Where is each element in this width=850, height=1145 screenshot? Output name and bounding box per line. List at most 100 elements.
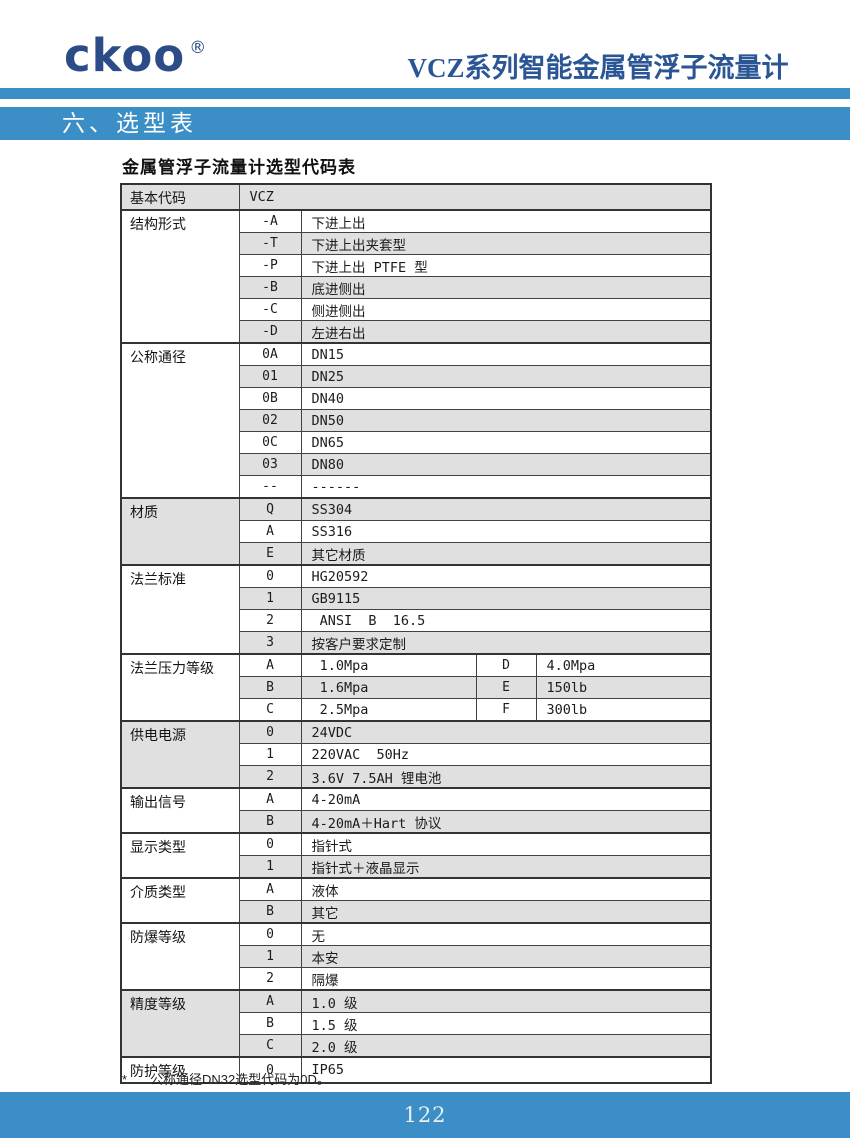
table-row: -B 底进侧出 (121, 276, 712, 299)
category-cell: 防爆等级 (120, 922, 240, 991)
category-cell: 基本代码 (120, 183, 240, 211)
category-cell: 精度等级 (120, 989, 240, 1058)
code-cell: C (238, 698, 302, 722)
value-cell: 侧进侧出 (300, 298, 712, 321)
code-cell: 1 (238, 945, 302, 968)
value-cell: 左进右出 (300, 320, 712, 344)
page-number: 122 (403, 1103, 447, 1127)
table-row: 介质类型 A 液体 (120, 877, 712, 924)
category-cell: 法兰压力等级 (120, 653, 240, 722)
code-cell: A (238, 989, 302, 1013)
code-cell: 1 (238, 587, 302, 610)
table-caption: 金属管浮子流量计选型代码表 (122, 158, 356, 177)
table-row: 02 DN50 (121, 409, 712, 432)
value-cell: SS316 (300, 520, 712, 543)
code-cell: -B (238, 276, 302, 299)
value-cell: DN15 (300, 342, 712, 366)
table-row: 01 DN25 (121, 365, 712, 388)
table-row: 输出信号 A 4-20mA (120, 787, 712, 834)
value-cell: 下进上出 PTFE 型 (300, 254, 712, 277)
table-row: -- ------ (121, 475, 712, 499)
code-cell: 0 (238, 922, 302, 946)
table-row: E 其它材质 (121, 542, 712, 566)
table-row: 1 指针式＋液晶显示 (121, 855, 712, 879)
value-cell: 300lb (535, 698, 712, 722)
code-cell: -P (238, 254, 302, 277)
category-cell: 材质 (120, 497, 240, 566)
code-cell: C (238, 1034, 302, 1058)
table-row: 供电电源 0 24VDC (120, 720, 712, 789)
section-header: 六、选型表 (0, 107, 850, 140)
value-cell: 下进上出夹套型 (300, 232, 712, 255)
value-cell: 1.6Mpa (300, 676, 477, 699)
table-row: 1 220VAC 50Hz (121, 743, 712, 766)
value-cell: 4.0Mpa (535, 653, 712, 677)
footer-bar: 122 (0, 1092, 850, 1138)
code-cell: 2 (238, 967, 302, 991)
value-cell: 1.0Mpa (300, 653, 477, 677)
category-cell: 法兰标准 (120, 564, 240, 655)
code-cell: B (238, 810, 302, 834)
table-row: 防护等级 0 IP65 (120, 1056, 712, 1084)
table-row: 法兰标准 0 HG20592 (120, 564, 712, 655)
code-cell: A (238, 787, 302, 811)
value-cell: ------ (300, 475, 712, 499)
code-cell: -- (238, 475, 302, 499)
category-cell: 介质类型 (120, 877, 240, 924)
code-cell: 01 (238, 365, 302, 388)
value-cell: ANSI B 16.5 (300, 609, 712, 632)
code-cell: 0 (238, 1056, 302, 1084)
value-cell: 按客户要求定制 (300, 631, 712, 655)
value-cell: VCZ (238, 183, 712, 211)
table-row: B 1.5 级 (121, 1012, 712, 1035)
value-cell: 3.6V 7.5AH 锂电池 (300, 765, 712, 789)
table-row: 1 本安 (121, 945, 712, 968)
value-cell: DN25 (300, 365, 712, 388)
value-cell: 隔爆 (300, 967, 712, 991)
value-cell: DN65 (300, 431, 712, 454)
value-cell: 1.0 级 (300, 989, 712, 1013)
value-cell: 指针式＋液晶显示 (300, 855, 712, 879)
value-cell: 指针式 (300, 832, 712, 856)
table-row: 法兰压力等级 A 1.0Mpa D 4.0Mpa (120, 653, 712, 722)
value-cell: 其它材质 (300, 542, 712, 566)
value-cell: 2.5Mpa (300, 698, 477, 722)
brand-logo-text: ckoo (64, 29, 186, 82)
value-cell: 下进上出 (300, 209, 712, 233)
value-cell: DN40 (300, 387, 712, 410)
category-cell: 供电电源 (120, 720, 240, 789)
value-cell: SS304 (300, 497, 712, 521)
value-cell: 液体 (300, 877, 712, 901)
table-row: B 1.6Mpa E 150lb (121, 676, 712, 699)
code-cell: B (238, 1012, 302, 1035)
value-cell: 150lb (535, 676, 712, 699)
value-cell: 2.0 级 (300, 1034, 712, 1058)
table-row: B 4-20mA＋Hart 协议 (121, 810, 712, 834)
selection-table: 基本代码 VCZ 结构形式 -A 下进上出 -T 下进上出夹套型 -P 下进上出 PTFE 型-… (120, 183, 713, 1084)
code-cell: 0 (238, 720, 302, 744)
code-cell: Q (238, 497, 302, 521)
value-cell: 其它 (300, 900, 712, 924)
code-cell: E (475, 676, 537, 699)
footnote: * 公称通径DN32选型代码为0D。 (122, 1069, 330, 1088)
code-cell: 2 (238, 765, 302, 789)
code-cell: 0 (238, 564, 302, 588)
table-row: 公称通径 0A DN15 (120, 342, 712, 499)
registered-trademark-icon: ® (189, 38, 208, 58)
code-cell: -D (238, 320, 302, 344)
code-cell: E (238, 542, 302, 566)
code-cell: B (238, 900, 302, 924)
document-title: VCZ系列智能金属管浮子流量计 (407, 53, 789, 83)
value-cell: DN80 (300, 453, 712, 476)
code-cell: 3 (238, 631, 302, 655)
value-cell: HG20592 (300, 564, 712, 588)
value-cell: 220VAC 50Hz (300, 743, 712, 766)
table-row: 防爆等级 0 无 (120, 922, 712, 991)
table-row: 2 ANSI B 16.5 (121, 609, 712, 632)
header-divider-bar (0, 88, 850, 99)
table-row: 1 GB9115 (121, 587, 712, 610)
section-title: 六、选型表 (62, 110, 197, 136)
code-cell: -C (238, 298, 302, 321)
code-cell: B (238, 676, 302, 699)
code-cell: A (238, 877, 302, 901)
